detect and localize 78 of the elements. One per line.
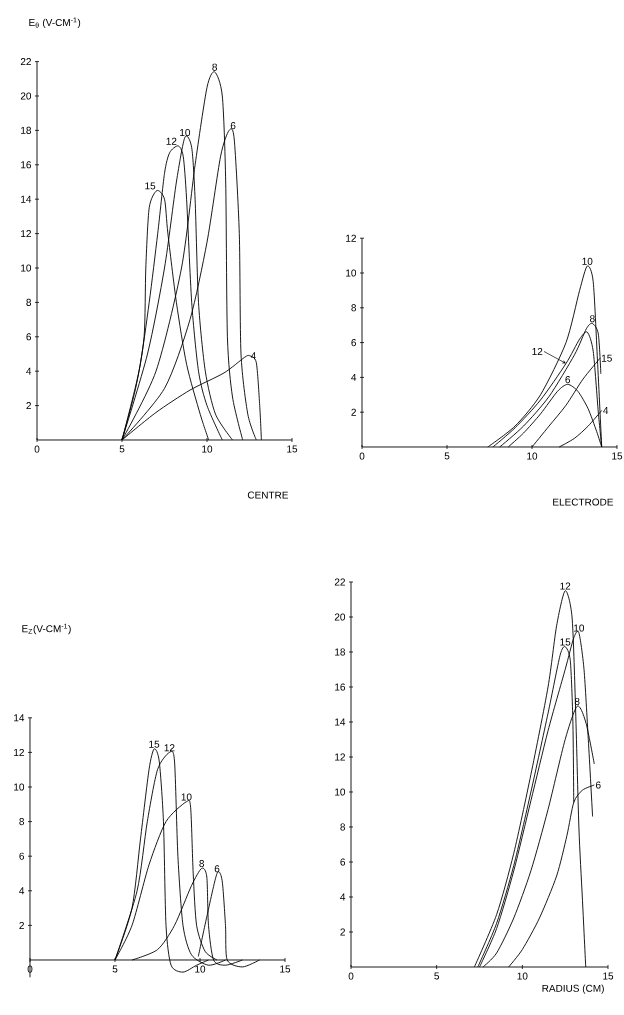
y-tick-label: 12 [346,234,356,242]
y-axis-title: E$_{θ}$ (V-CM$^{-1}$) [29,17,81,29]
series-label: 8 [590,315,595,323]
y-tick-label: 22 [334,578,345,586]
series-label: 4 [250,352,256,360]
y-tick-label: 2 [340,928,345,936]
y-tick-label: 4 [26,367,32,375]
series-label: 15 [145,182,156,190]
y-tick-label: 10 [335,788,346,796]
y-tick-label: 10 [21,264,32,272]
x-tick-label: 5 [434,972,440,980]
y-tick-label: 18 [335,648,346,656]
y-tick-label: 2 [351,408,356,416]
x-axis-title: RADIUS (CM) [542,984,604,994]
series-label: 10 [574,624,585,632]
series-label: 15 [601,354,612,362]
y-tick-label: 4 [19,887,25,895]
y-tick-label: 14 [21,195,32,203]
series-label: 6 [214,865,220,873]
y-tick-label: 14 [335,718,346,726]
y-tick-label: 20 [20,92,32,100]
y-tick-label: 4 [351,373,357,381]
y-tick-label: 20 [334,613,346,621]
x-tick-label: 10 [517,972,528,980]
x-axis-title: ELECTRODE [553,498,614,506]
y-tick-label: 2 [19,921,24,929]
y-tick-label: 12 [14,748,24,756]
y-tick-label: 6 [340,858,346,866]
series-label: 6 [565,376,571,384]
y-tick-label: 4 [340,893,346,901]
x-tick-label: 0 [359,452,365,460]
y-axis-title: E$_{Z}$(V-CM$^{-1}$) [22,623,71,635]
x-tick-label: 15 [287,445,298,453]
series-label: 8 [212,63,217,71]
y-tick-label: 12 [21,230,31,238]
series-label: 15 [560,638,571,646]
x-tick-label: 5 [112,965,118,973]
series-label: 12 [164,744,175,752]
series-label: 8 [199,860,205,868]
y-tick-label: 16 [21,161,32,169]
y-tick-label: 10 [346,269,357,277]
x-tick-label: 0 [348,972,354,980]
x-tick-label: 10 [527,452,538,460]
y-tick-label: 8 [340,823,346,831]
x-tick-label: 15 [603,972,614,980]
y-tick-label: 8 [26,298,32,306]
y-tick-label: 16 [335,683,346,691]
series-label: 10 [180,129,191,137]
series-label: 12 [166,137,177,145]
series-label: 4 [603,407,609,414]
series-label: 15 [149,740,160,748]
legend-label: 12 [532,347,543,355]
y-tick-label: 18 [21,126,32,134]
x-axis-title: CENTRE [247,491,289,499]
y-tick-label: 6 [26,333,32,341]
series-label: 8 [574,697,580,706]
series-label: 6 [230,122,236,130]
x-tick-label: 15 [280,965,291,973]
x-tick-label: 10 [202,445,213,453]
y-tick-label: 12 [335,753,345,761]
series-label: 6 [596,781,601,789]
x-tick-label: 0 [34,445,40,453]
y-tick-label: 6 [351,339,357,347]
y-tick-label: 8 [19,818,25,826]
y-tick-label: 22 [20,58,31,66]
x-tick-label: 10 [195,965,206,973]
x-tick-label: 15 [612,452,623,460]
y-tick-label: 2 [26,402,31,410]
x-tick-label: 5 [444,452,450,460]
x-tick-label: 5 [119,445,125,453]
series-label: 10 [181,793,192,801]
x-tick-label: 0 [27,965,33,973]
series-label: 10 [582,257,593,265]
y-tick-label: 10 [14,783,25,791]
y-tick-label: 14 [14,714,25,722]
y-tick-label: 6 [19,852,25,860]
series-label: 12 [560,582,571,590]
y-tick-label: 8 [351,304,357,312]
